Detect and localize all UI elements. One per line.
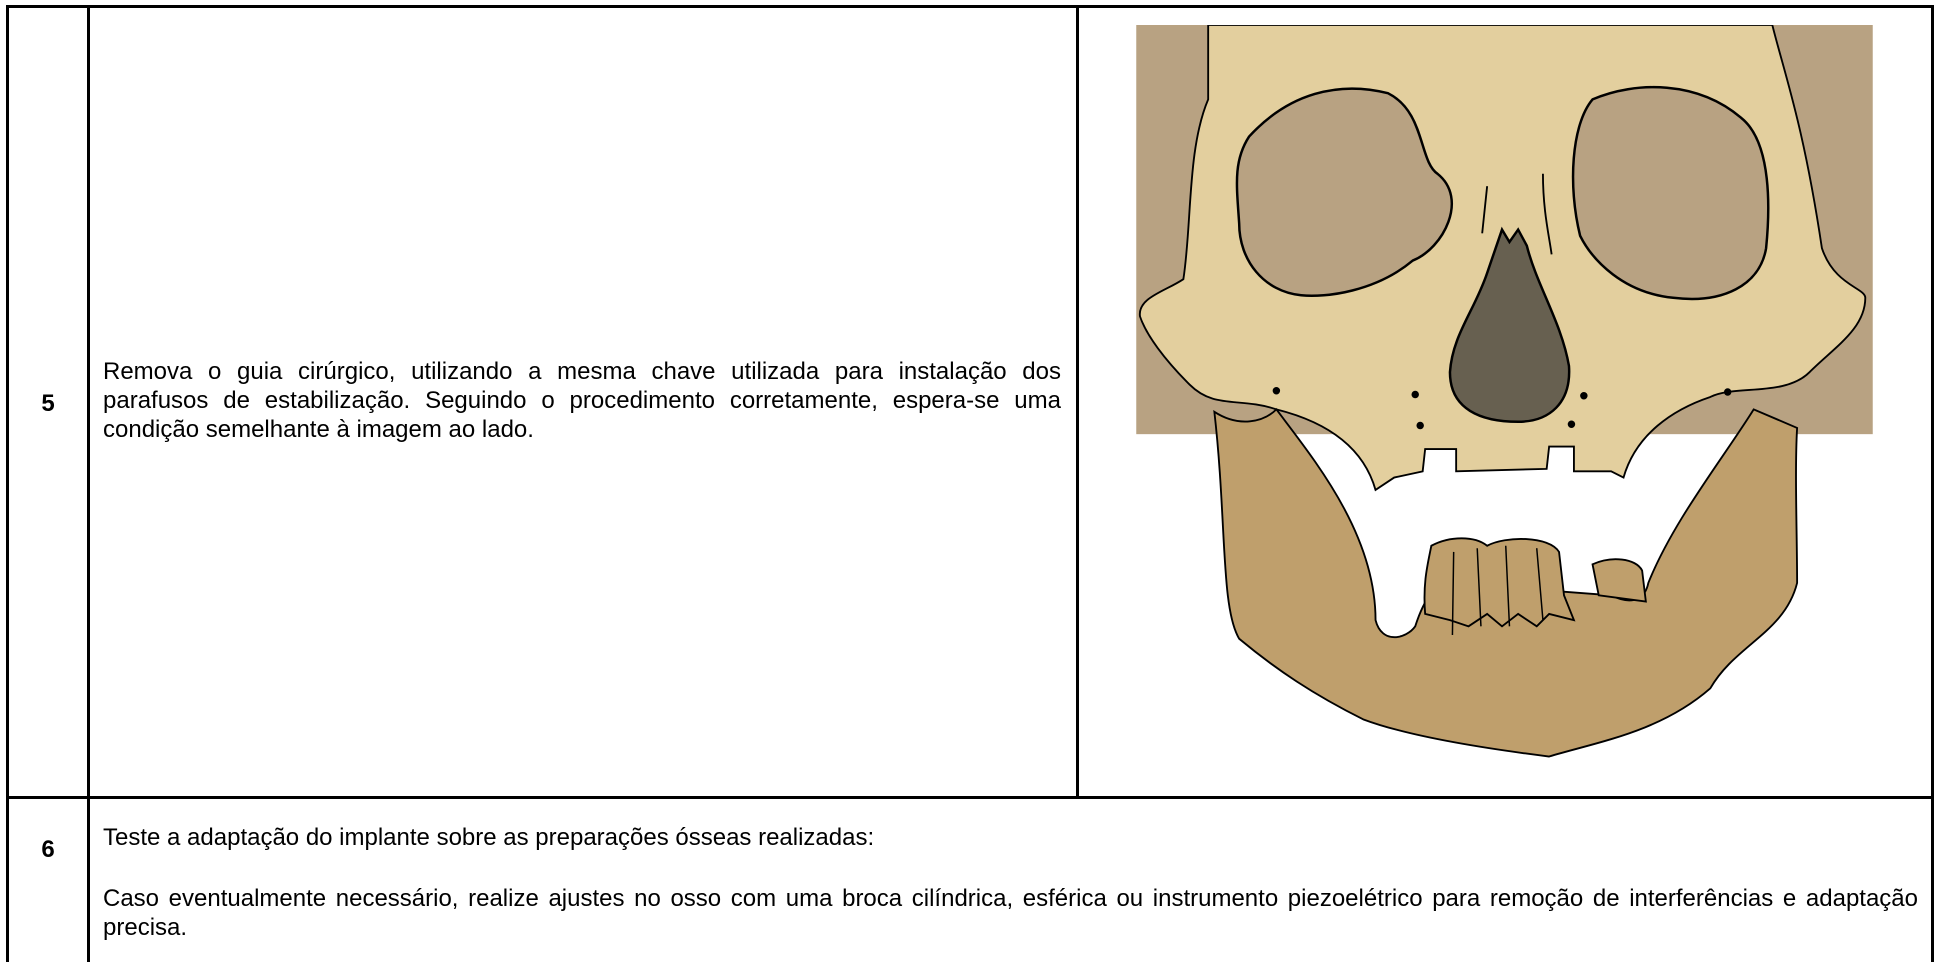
border-top <box>6 5 1934 8</box>
step-text: Teste a adaptação do implante sobre as p… <box>103 824 875 851</box>
step-number: 6 <box>41 836 55 863</box>
step-number: 5 <box>41 390 55 417</box>
step-text: Remova o guia cirúrgico, utilizando a me… <box>103 358 1061 443</box>
border-col1 <box>87 5 90 962</box>
border-left <box>6 5 9 962</box>
border-col2 <box>1076 5 1079 797</box>
border-row <box>6 796 1934 799</box>
step-text: Caso eventualmente necessário, realize a… <box>103 885 1918 941</box>
border-right <box>1931 5 1934 962</box>
skull-illustration <box>1136 25 1873 758</box>
